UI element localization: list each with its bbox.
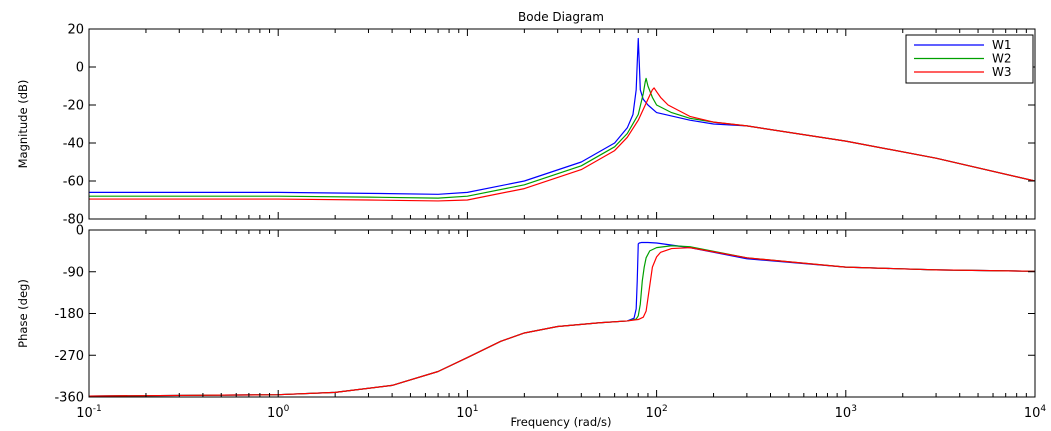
- magnitude-y-tick-label: 20: [67, 23, 84, 38]
- phase-line-w3: [89, 247, 1035, 397]
- magnitude-y-tick-label: -60: [63, 175, 84, 190]
- phase-y-tick-label: 0: [76, 224, 84, 239]
- x-tick-label: 103: [835, 404, 857, 421]
- x-tick-exponent: -1: [93, 404, 102, 414]
- legend-label-w1: W1: [992, 38, 1012, 52]
- x-tick-exponent: 4: [1040, 404, 1046, 414]
- x-tick-exponent: 3: [851, 404, 857, 414]
- phase-y-tick-label: -180: [54, 307, 84, 322]
- x-tick-label: 101: [456, 404, 478, 421]
- magnitude-series-group: [89, 37, 1035, 202]
- magnitude-y-tick-label: -40: [63, 137, 84, 152]
- magnitude-y-axis-label: Magnitude (dB): [16, 80, 30, 169]
- magnitude-axes-frame: [88, 28, 1036, 220]
- legend-label-w3: W3: [992, 65, 1012, 79]
- magnitude-panel: 20 0 -20 -40 -60 -80 Magnitude (dB): [16, 23, 1036, 228]
- x-tick-label: 100: [267, 404, 290, 421]
- magnitude-y-tick-label: 0: [76, 61, 84, 76]
- x-tick-base: 10: [1024, 406, 1041, 421]
- x-axis-label: Frequency (rad/s): [511, 415, 612, 429]
- phase-y-axis-label: Phase (deg): [16, 279, 30, 348]
- legend-label-w2: W2: [992, 52, 1012, 66]
- phase-y-tick-label: -270: [54, 349, 84, 364]
- x-tick-label: 10-1: [76, 404, 102, 421]
- magnitude-y-tick-label: -80: [63, 213, 84, 228]
- x-tick-exponent: 1: [473, 404, 479, 414]
- phase-y-tick-label: -360: [54, 391, 84, 406]
- phase-axes-frame: [88, 229, 1036, 398]
- x-tick-base: 10: [267, 406, 284, 421]
- phase-panel: 0 -90 -180 -270 -360 Phase (deg): [16, 224, 1036, 406]
- x-tick-base: 10: [645, 406, 662, 421]
- phase-series-group: [89, 241, 1035, 397]
- magnitude-line-w3: [89, 87, 1035, 202]
- chart-title: Bode Diagram: [518, 10, 604, 24]
- phase-y-tick-label: -90: [63, 265, 84, 280]
- magnitude-y-tick-label: -20: [63, 99, 84, 114]
- magnitude-axes-background: [89, 29, 1035, 219]
- x-tick-label: 102: [645, 404, 667, 421]
- x-tick-exponent: 0: [284, 404, 290, 414]
- x-tick-base: 10: [456, 406, 473, 421]
- phase-axes-background: [89, 230, 1035, 397]
- x-tick-label: 104: [1024, 404, 1047, 421]
- magnitude-line-w1: [89, 37, 1035, 195]
- x-tick-exponent: 2: [662, 404, 668, 414]
- x-tick-base: 10: [835, 406, 852, 421]
- x-tick-base: 10: [76, 406, 93, 421]
